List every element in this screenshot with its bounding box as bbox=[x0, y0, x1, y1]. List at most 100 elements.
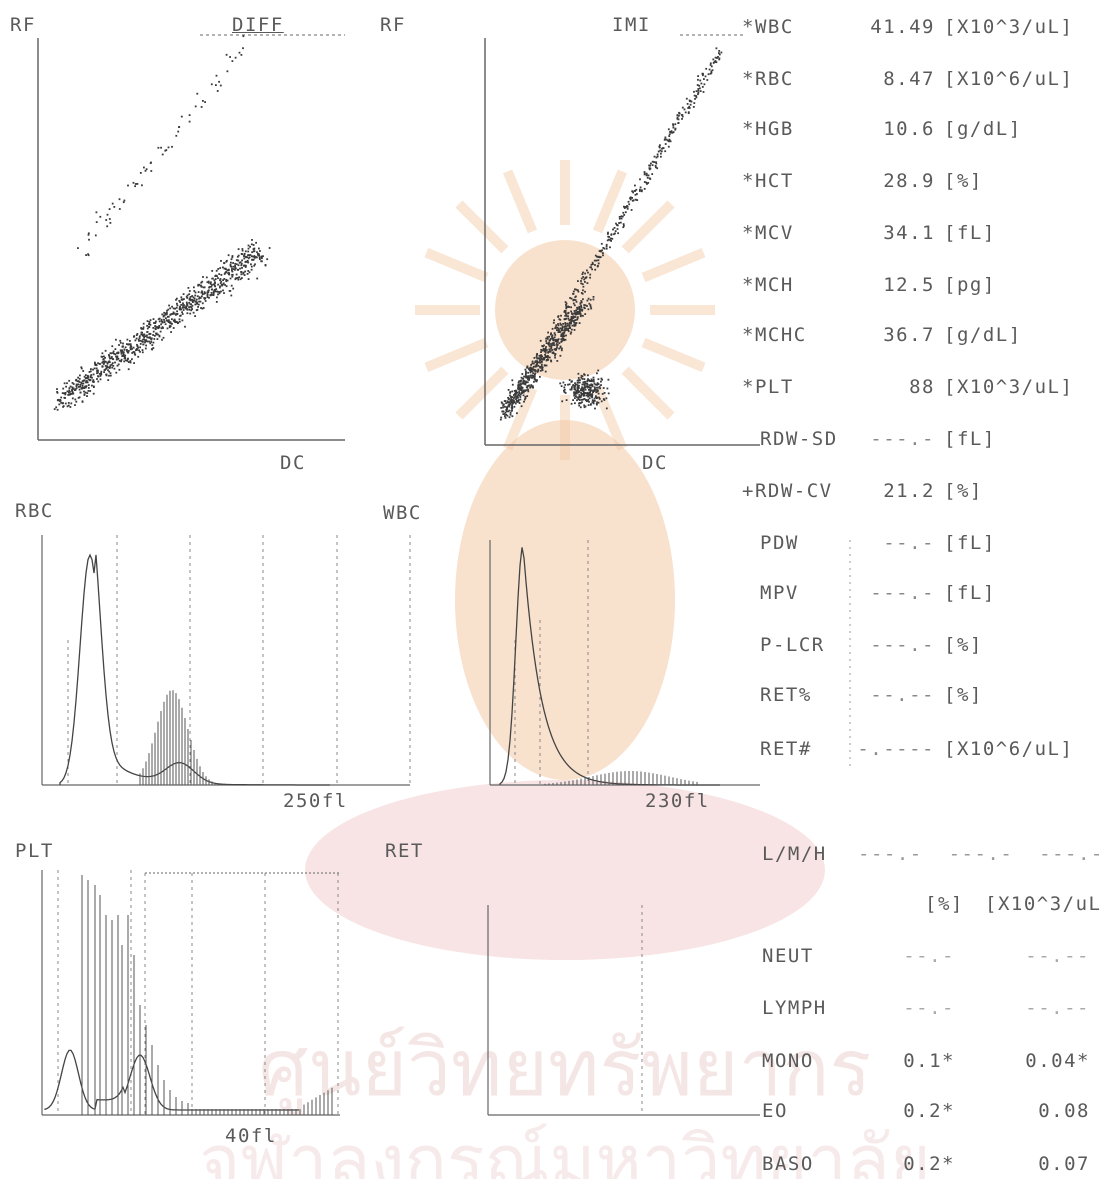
diff-dot bbox=[92, 373, 95, 376]
imi-dot bbox=[590, 379, 592, 382]
imi-dot bbox=[565, 399, 568, 401]
diff-dot bbox=[115, 355, 117, 358]
imi-dot bbox=[506, 400, 509, 403]
imi-dot bbox=[544, 370, 547, 373]
diff-dot bbox=[114, 353, 117, 356]
imi-dot bbox=[659, 149, 662, 152]
diff-dot bbox=[165, 149, 168, 151]
diff-dot bbox=[227, 269, 230, 272]
imi-dot bbox=[540, 363, 543, 366]
diff-dot bbox=[201, 295, 203, 298]
diff-row-name: MONO bbox=[762, 1050, 814, 1072]
diff-dot bbox=[104, 365, 107, 367]
diff-header-abs: [X10^3/uL bbox=[985, 893, 1102, 915]
imi-dot bbox=[510, 398, 512, 401]
result-name: MPV bbox=[760, 582, 799, 604]
imi-dot bbox=[574, 324, 577, 327]
result-unit: [X10^3/uL] bbox=[944, 376, 1074, 398]
diff-dot bbox=[192, 311, 195, 314]
imi-dot bbox=[698, 84, 701, 87]
diff-dot bbox=[210, 83, 213, 86]
imi-dot bbox=[549, 350, 551, 353]
diff-dot bbox=[167, 320, 170, 323]
diff-dot bbox=[71, 397, 74, 400]
diff-dot bbox=[218, 291, 221, 293]
imi-dot bbox=[499, 418, 502, 421]
imi-dot bbox=[597, 369, 600, 372]
imi-dot bbox=[582, 285, 585, 288]
imi-dot bbox=[573, 310, 576, 312]
imi-dot bbox=[551, 337, 554, 340]
imi-dot bbox=[580, 388, 583, 390]
imi-dot bbox=[535, 379, 537, 382]
imi-dot bbox=[580, 306, 583, 309]
imi-dot bbox=[561, 326, 564, 329]
imi-dot bbox=[550, 360, 553, 363]
imi-dot bbox=[581, 309, 583, 312]
imi-dot bbox=[565, 329, 568, 331]
result-unit: [X10^6/uL] bbox=[944, 738, 1074, 760]
imi-dot bbox=[573, 392, 576, 394]
imi-dot bbox=[601, 393, 604, 395]
imi-dot bbox=[527, 390, 530, 393]
imi-dot bbox=[559, 318, 562, 321]
imi-dot bbox=[510, 396, 513, 399]
diff-dot bbox=[56, 399, 59, 401]
imi-dot bbox=[579, 406, 582, 409]
diff-dot bbox=[64, 402, 67, 405]
diff-dot bbox=[217, 290, 219, 293]
diff-dot bbox=[242, 272, 245, 275]
imi-dot bbox=[517, 394, 519, 397]
imi-dot bbox=[513, 396, 516, 398]
diff-dot bbox=[212, 277, 214, 280]
imi-dot bbox=[687, 111, 690, 114]
diff-dot bbox=[184, 325, 186, 328]
imi-dot bbox=[518, 402, 521, 404]
imi-dot bbox=[664, 138, 666, 141]
diff-dot bbox=[241, 248, 244, 250]
diff-dot bbox=[148, 337, 151, 339]
imi-dot bbox=[575, 392, 578, 395]
result-value: -.---- bbox=[857, 738, 935, 760]
diff-dot bbox=[129, 360, 132, 362]
diff-dot bbox=[231, 256, 234, 259]
imi-dot bbox=[570, 331, 573, 334]
imi-dot bbox=[589, 266, 592, 269]
imi-dot bbox=[595, 389, 597, 391]
diff-dot bbox=[241, 253, 244, 256]
imi-dot bbox=[576, 306, 578, 309]
diff-dot bbox=[68, 379, 71, 382]
imi-dot bbox=[558, 318, 561, 321]
imi-dot bbox=[553, 319, 555, 322]
imi-dot bbox=[543, 344, 545, 347]
diff-dot bbox=[85, 381, 87, 384]
diff-dot bbox=[183, 298, 185, 300]
imi-dot bbox=[545, 346, 547, 348]
imi-dot bbox=[579, 402, 582, 405]
imi-dot bbox=[551, 327, 554, 330]
imi-dot bbox=[546, 338, 549, 340]
lmh-values: ---.- ---.- ---.- bbox=[858, 843, 1104, 865]
imi-dot bbox=[610, 233, 613, 236]
imi-dot bbox=[542, 349, 545, 352]
imi-dot bbox=[578, 404, 581, 407]
result-value: 41.49 bbox=[870, 16, 935, 38]
diff-dot bbox=[96, 378, 98, 380]
imi-dot bbox=[565, 302, 568, 305]
diff-dot bbox=[226, 279, 229, 282]
imi-dot bbox=[607, 233, 609, 235]
imi-dot bbox=[703, 83, 706, 86]
rbc-hist-label: RBC bbox=[15, 500, 54, 522]
imi-dot bbox=[568, 319, 571, 321]
diff-dot bbox=[229, 263, 232, 266]
imi-dot bbox=[544, 350, 547, 352]
imi-dot bbox=[552, 344, 555, 346]
diff-dot bbox=[175, 298, 177, 301]
diff-dot bbox=[201, 280, 204, 283]
diff-dot bbox=[178, 308, 181, 310]
imi-dot bbox=[562, 381, 565, 384]
imi-dot bbox=[588, 400, 590, 403]
imi-dot bbox=[578, 306, 580, 309]
diff-dot bbox=[148, 340, 150, 343]
result-unit: [fL] bbox=[944, 532, 996, 554]
